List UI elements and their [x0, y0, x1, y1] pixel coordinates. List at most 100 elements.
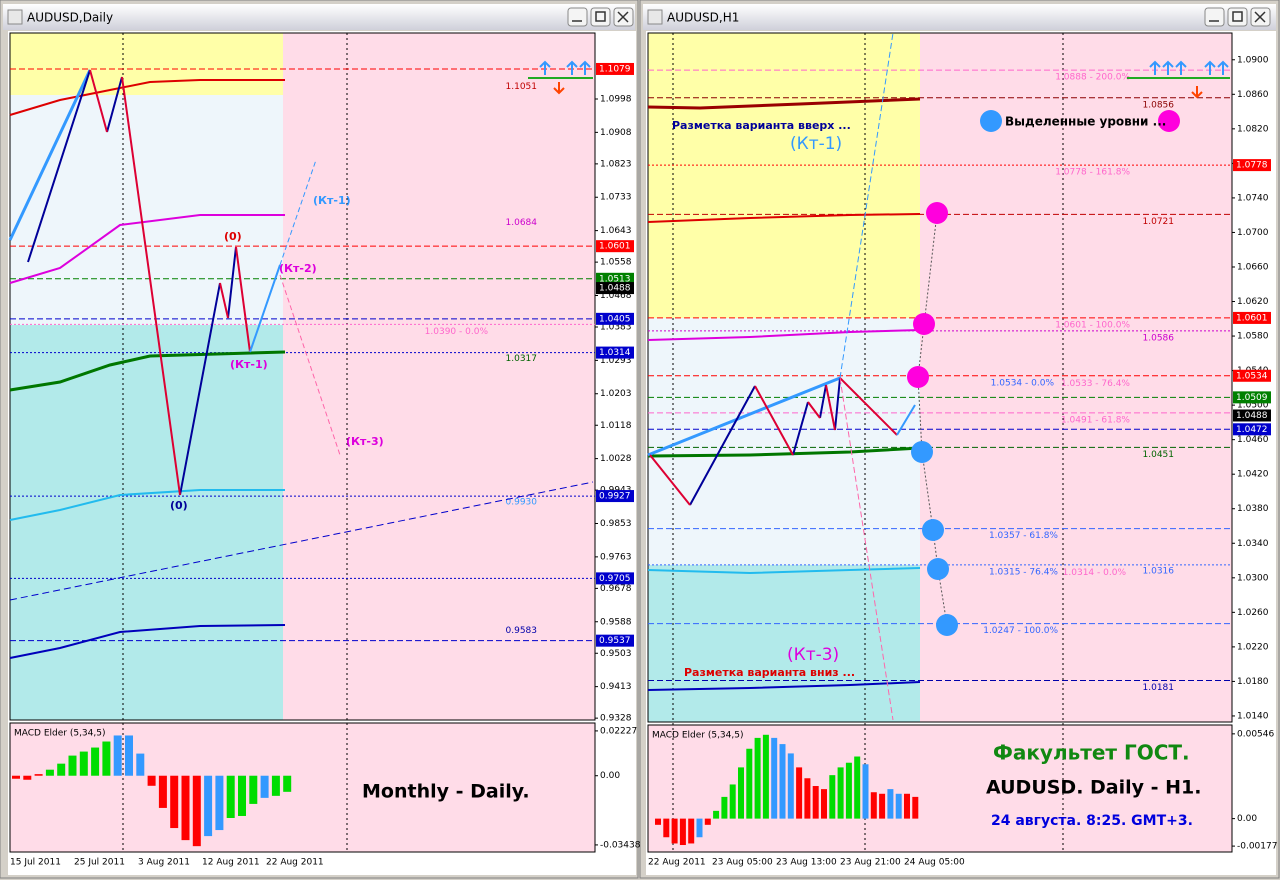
x-tick-label: 22 Aug 2011: [648, 858, 706, 868]
annotation: (Кт-1): [790, 134, 842, 154]
price-tag: 1.0534: [1236, 371, 1268, 381]
y-tick-label: 1.0028: [600, 454, 632, 464]
y-tick-label: 0.9328: [600, 714, 632, 724]
macd-bar: [125, 735, 133, 776]
macd-bar: [260, 775, 269, 798]
y-tick-label: 1.0460: [1237, 435, 1269, 445]
price-tag-box: [596, 572, 634, 585]
window-icon: [647, 9, 663, 25]
macd-bar: [862, 764, 869, 819]
panel-borders: [9, 32, 1233, 853]
level-label: 1.0314 - 0.0%: [1063, 568, 1127, 578]
y-tick-label: 1.0118: [600, 421, 632, 431]
level-label: 1.0586: [1143, 333, 1175, 343]
x-tick-label: 23 Aug 05:00: [712, 858, 773, 868]
macd-bar: [754, 737, 761, 819]
macd-bar: [34, 774, 43, 776]
x-tick-label: 22 Aug 2011: [266, 858, 324, 868]
price-tag-box: [1233, 369, 1271, 382]
y-tick-label: 1.0860: [1237, 90, 1269, 100]
price-tag-box: [596, 62, 634, 75]
macd-bar: [655, 818, 661, 825]
y-tick-label: 0.9853: [600, 519, 632, 529]
macd-bar: [663, 818, 670, 838]
y-tick-label: 1.0908: [600, 128, 632, 138]
price-tag: 1.0778: [1236, 161, 1268, 171]
annotation: Выделенные уровни ...: [1005, 115, 1166, 129]
window-icon: [7, 9, 23, 25]
y-tick-label: 0.00: [1237, 814, 1257, 824]
y-tick-label: 1.0383: [600, 323, 632, 333]
level-label: 1.0451: [1143, 450, 1175, 460]
macd-bar: [738, 767, 744, 819]
y-tick-label: 1.0643: [600, 226, 632, 236]
x-tick-label: 24 Aug 05:00: [904, 858, 965, 868]
x-tick-label: 15 Jul 2011: [10, 858, 61, 868]
level-label: 1.0247 - 100.0%: [983, 626, 1058, 636]
y-tick-label: 1.0293: [600, 356, 632, 366]
y-tick-label: 1.0180: [1237, 677, 1269, 687]
macd-bar: [68, 755, 77, 776]
y-tick-label: 1.0620: [1237, 297, 1269, 307]
level-label: 1.1051: [506, 82, 538, 92]
macd-bar: [238, 775, 246, 816]
macd-bar: [23, 775, 32, 780]
macd-bar: [158, 775, 167, 808]
annotation: Разметка варианта вниз ...: [684, 666, 855, 679]
maximize-button[interactable]: [1227, 7, 1248, 27]
annotation: Monthly - Daily.: [362, 781, 530, 803]
level-label: 1.0601 - 100.0%: [1055, 320, 1130, 330]
x-tick-label: 25 Jul 2011: [74, 858, 125, 868]
macd-bar: [812, 786, 819, 819]
y-tick-label: 1.0420: [1237, 470, 1269, 480]
annotation: (Кт-2): [279, 262, 317, 275]
price-tag: 1.0601: [599, 242, 631, 252]
macd-bar: [870, 792, 877, 819]
y-tick-label: 0.02227: [600, 726, 637, 736]
macd-bar: [170, 775, 179, 829]
left-drawings: [8, 60, 594, 659]
price-tag-box: [596, 490, 634, 503]
price-tag-box: [1233, 409, 1271, 422]
y-tick-label: 0.9588: [600, 617, 632, 627]
macd-bar: [837, 767, 844, 819]
macd-bar: [283, 775, 292, 792]
minimize-button[interactable]: [567, 7, 588, 27]
macd-bar: [181, 775, 190, 841]
y-tick-label: 1.0260: [1237, 608, 1269, 618]
y-tick-label: 1.0700: [1237, 228, 1269, 238]
price-tag: 1.0488: [1236, 411, 1268, 421]
price-tag-box: [1233, 391, 1271, 404]
y-tick-label: 1.0203: [600, 389, 632, 399]
y-tick-label: 1.0580: [1237, 332, 1269, 342]
macd-bar: [804, 778, 811, 819]
price-tag-box: [596, 634, 634, 647]
macd-bar: [696, 818, 703, 838]
annotation: Разметка варианта вверх ...: [672, 119, 851, 132]
annotation: (Кт-3): [787, 645, 839, 665]
macd-bar: [215, 775, 224, 831]
macd-bar: [226, 775, 235, 818]
annotations: (Кт-1) (0) (Кт-2) (Кт-1) (Кт-3) (0) Mont…: [170, 115, 1202, 830]
level-label: 1.0778 - 161.8%: [1055, 168, 1130, 178]
price-tag-box: [596, 272, 634, 285]
macd-bar: [57, 763, 66, 776]
window-title: AUDUSD,Daily: [27, 11, 113, 25]
y-tick-label: 1.0300: [1237, 573, 1269, 583]
level-label: 1.0316: [1143, 566, 1175, 576]
annotation: Факультет ГОСТ.: [993, 741, 1190, 765]
zones: [10, 33, 1232, 852]
macd-bar: [796, 767, 803, 819]
minimize-button[interactable]: [1204, 7, 1225, 27]
title-bar: [643, 4, 1276, 30]
maximize-button[interactable]: [590, 7, 611, 27]
macd-bar: [704, 818, 711, 825]
macd-bar: [688, 818, 695, 844]
indicator-label: MACD Elder (5,34,5): [652, 731, 744, 741]
y-tick-label: 0.9763: [600, 552, 632, 562]
y-tick-label: 0.00: [600, 771, 620, 781]
macd-bar: [91, 747, 100, 776]
price-tag: 0.9927: [599, 492, 631, 502]
